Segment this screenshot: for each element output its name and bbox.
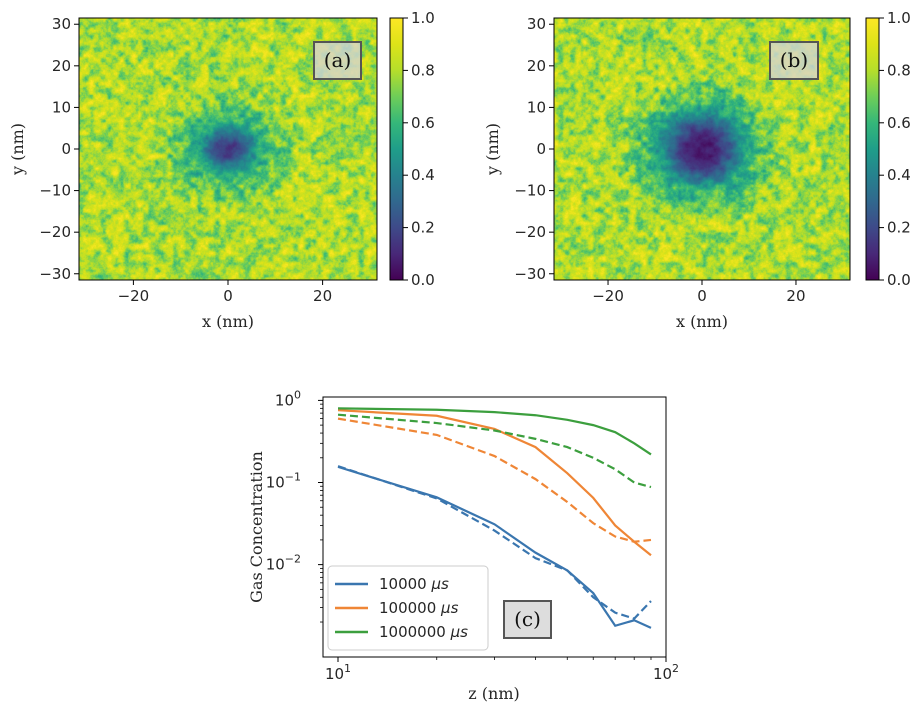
colorbar-b-tick-label: 0.0	[887, 271, 911, 289]
line-plot-ylabel: Gas Concentration	[247, 451, 266, 603]
series-line-1000000-solid	[337, 407, 652, 456]
colorbar-a-tick-label: 0.0	[411, 271, 435, 289]
panel-c-label-box: (c)	[503, 600, 552, 639]
heatmap-b-xtick-label: 20	[786, 287, 805, 305]
heatmap-b-ytick-label: 0	[536, 140, 546, 158]
colorbar-b-ticks: 0.0 0.2 0.4 0.6 0.8 1.0	[879, 9, 911, 289]
heatmap-a-ytick-label: −10	[39, 182, 71, 200]
heatmap-a-ylabel: y (nm)	[8, 123, 27, 176]
heatmap-a-xtick-label: 20	[313, 287, 332, 305]
heatmap-b-xtick-label: −20	[592, 287, 624, 305]
line-plot-ytick-label: 10−1	[266, 471, 301, 492]
panel-a-label: (a)	[324, 48, 352, 72]
series-line-10000-dashed	[337, 465, 652, 620]
heatmap-a-ytick-label: 30	[52, 15, 71, 33]
line-plot-series	[337, 407, 652, 629]
colorbar-b-tick-label: 0.8	[887, 61, 911, 79]
heatmap-a-ytick-label: 0	[61, 140, 71, 158]
colorbar-b	[865, 17, 880, 281]
heatmap-b-ytick-label: 30	[527, 15, 546, 33]
legend-label: 10000 μs	[379, 575, 449, 593]
colorbar-b-tick-label: 0.2	[887, 219, 911, 237]
colorbar-a-tick-label: 1.0	[411, 9, 435, 27]
heatmap-b-ytick-label: −30	[514, 265, 546, 283]
series-line-100000-dashed	[337, 417, 652, 543]
colorbar-b-tick-label: 0.6	[887, 114, 911, 132]
panel-c-label: (c)	[514, 607, 541, 631]
heatmap-a-ytick-label: 10	[52, 98, 71, 116]
colorbar-a	[389, 17, 404, 281]
heatmap-a-xlabel: x (nm)	[202, 312, 254, 331]
panel-b-label: (b)	[780, 48, 808, 72]
heatmap-a-ytick-label: 20	[52, 57, 71, 75]
line-plot-ytick-label: 10−2	[266, 553, 301, 574]
series-line-1000000-dashed	[337, 413, 652, 489]
heatmap-a-ytick-label: −20	[39, 223, 71, 241]
colorbar-b-tick-label: 1.0	[887, 9, 911, 27]
colorbar-a-tick-label: 0.4	[411, 166, 435, 184]
legend-frame	[327, 565, 489, 651]
heatmap-b-xtick-label: 0	[697, 287, 707, 305]
heatmap-a-ticks: −20 0 20 −30 −20 −10 0 10 20 30	[39, 15, 332, 305]
series-line-100000-solid	[337, 409, 652, 557]
heatmap-b-ytick-label: −10	[514, 182, 546, 200]
panel-c: 101 102 100 10−1 10−2 z (nm) Gas Concentrati…	[247, 388, 679, 703]
colorbar-b-tick-label: 0.4	[887, 166, 911, 184]
colorbar-a-tick-label: 0.8	[411, 61, 435, 79]
heatmap-b-ytick-label: 10	[527, 98, 546, 116]
panel-a: (a) −20 0 20 −30 −20 −10 0 10 20 30 x (nm) y (nm)…	[8, 9, 435, 331]
heatmap-b-xlabel: x (nm)	[676, 312, 728, 331]
heatmap-a-ytick-label: −30	[39, 265, 71, 283]
panel-b-label-box: (b)	[769, 41, 819, 80]
colorbar-a-tick-label: 0.2	[411, 219, 435, 237]
legend-label: 100000 μs	[379, 599, 459, 617]
heatmap-a-xtick-label: −20	[118, 287, 150, 305]
colorbar-a-ticks: 0.0 0.2 0.4 0.6 0.8 1.0	[403, 9, 435, 289]
panel-b: (b) −20 0 20 −30 −20 −10 0 10 20 30 x (nm) y (nm)…	[483, 9, 911, 331]
heatmap-b-ytick-label: −20	[514, 223, 546, 241]
colorbar-a-tick-label: 0.6	[411, 114, 435, 132]
legend-label: 1000000 μs	[379, 623, 468, 641]
line-plot-ytick-label: 100	[275, 388, 301, 409]
heatmap-b-ticks: −20 0 20 −30 −20 −10 0 10 20 30	[514, 15, 805, 305]
heatmap-a-xtick-label: 0	[223, 287, 233, 305]
legend: 10000 μs 100000 μs 1000000 μs	[327, 565, 489, 651]
heatmap-b-ylabel: y (nm)	[483, 123, 502, 176]
legend-items: 10000 μs 100000 μs 1000000 μs	[335, 575, 468, 641]
line-plot-xlabel: z (nm)	[468, 684, 519, 703]
line-plot-xtick-label: 101	[325, 662, 351, 683]
heatmap-b-ytick-label: 20	[527, 57, 546, 75]
line-plot-xtick-label: 102	[653, 662, 679, 683]
panel-a-label-box: (a)	[313, 41, 362, 80]
